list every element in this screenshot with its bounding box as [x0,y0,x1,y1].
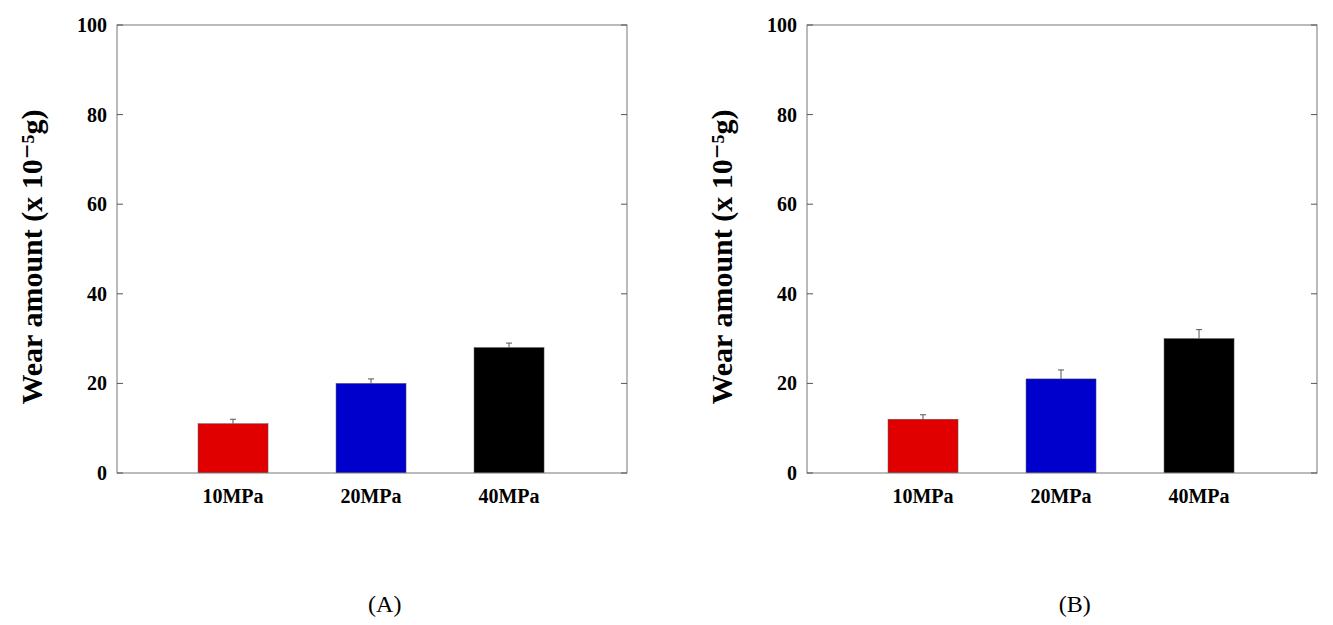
bar [336,383,406,473]
x-tick-label: 40MPa [1168,485,1229,507]
y-tick [1311,204,1317,205]
error-bar [1058,370,1064,379]
y-tick [621,293,627,294]
figure: 10MPa 20MPa 40MPa 0 20 40 60 80 100 Wear amount (… [0,0,1333,625]
chart-svg: 10MPa 20MPa 40MPa 0 20 40 60 80 100 Wear amount (… [0,0,1333,625]
y-tick-label: 0 [787,462,797,484]
y-tick [117,293,123,294]
marks [198,343,544,473]
y-tick [807,383,813,384]
bar [474,348,544,473]
y-tick [117,473,123,474]
bar [198,424,268,473]
error-bar [230,419,236,423]
y-tick-label: 0 [97,462,107,484]
y-tick [807,25,813,26]
y-tick [117,383,123,384]
y-tick [621,114,627,115]
plot-frame [807,25,1317,473]
marks [888,330,1234,473]
y-tick [621,25,627,26]
y-tick [621,383,627,384]
bar [1026,379,1096,473]
y-tick-label: 60 [777,193,797,215]
error-bar [368,379,374,383]
y-tick-label: 20 [87,372,107,394]
bar [1164,339,1234,473]
y-tick-label: 80 [87,104,107,126]
y-tick [117,204,123,205]
y-tick [1311,114,1317,115]
panel-label: (A) [368,591,401,617]
y-tick-label: 60 [87,193,107,215]
error-bar [506,343,512,347]
x-tick-label: 20MPa [340,485,401,507]
y-tick [1311,293,1317,294]
y-axis-label: Wear amount (x 10⁻⁵g) [705,109,739,404]
y-tick-label: 100 [77,14,107,36]
panel: 10MPa 20MPa 40MPa 0 20 40 60 80 100 Wear amount (… [705,14,1317,617]
error-bar [920,415,926,419]
y-tick [807,204,813,205]
y-tick-label: 100 [767,14,797,36]
panel: 10MPa 20MPa 40MPa 0 20 40 60 80 100 Wear amount (… [15,14,627,617]
y-tick [117,25,123,26]
y-tick [1311,383,1317,384]
y-tick [807,293,813,294]
y-tick [117,114,123,115]
y-tick-label: 80 [777,104,797,126]
y-tick [1311,473,1317,474]
y-tick [621,204,627,205]
x-tick-label: 40MPa [478,485,539,507]
y-tick-label: 20 [777,372,797,394]
x-tick-label: 20MPa [1030,485,1091,507]
y-tick [807,114,813,115]
error-bar [1196,330,1202,339]
y-tick [621,473,627,474]
panel-label: (B) [1059,591,1091,617]
x-tick-label: 10MPa [202,485,263,507]
y-tick-label: 40 [87,283,107,305]
bar [888,419,958,473]
y-tick [1311,25,1317,26]
plot-frame [117,25,627,473]
y-axis-label: Wear amount (x 10⁻⁵g) [15,109,49,404]
y-tick [807,473,813,474]
y-tick-label: 40 [777,283,797,305]
x-tick-label: 10MPa [892,485,953,507]
